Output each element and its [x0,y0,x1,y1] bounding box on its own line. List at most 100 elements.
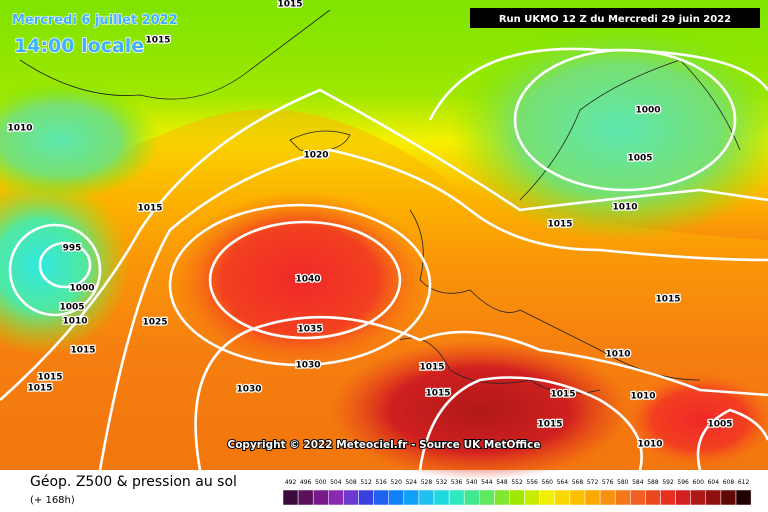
legend-label: 580 [617,479,629,486]
isobar-label: 1010 [612,203,637,213]
legend-label: 560 [542,479,554,486]
legend-label: 508 [345,479,357,486]
legend-swatch [690,489,707,506]
isobar-label: 1005 [59,303,84,313]
legend-swatch [433,489,450,506]
run-info: Run UKMO 12 Z du Mercredi 29 juin 2022 [499,14,731,25]
legend-label: 612 [738,479,750,486]
isobar-label: 995 [63,244,82,254]
legend-swatch [282,489,299,506]
isobar-label: 1015 [537,420,562,430]
isobar-label: 1030 [236,385,261,395]
legend-swatch [735,489,752,506]
legend-swatch [524,489,540,506]
legend-label: 584 [632,479,644,486]
footer-lead: (+ 168h) [30,495,75,506]
isobar-label: 1015 [145,36,170,46]
isobar-label: 1000 [69,284,94,294]
isobar-label: 1015 [37,373,62,383]
isobar-label: 1025 [142,318,167,328]
isobar-label: 1015 [425,389,450,399]
legend-label: 556 [526,479,538,486]
run-box [470,8,760,28]
legend-swatch [479,489,495,506]
isobar-label: 1015 [655,295,680,305]
isobar-label: 1005 [627,154,652,164]
legend-swatch [297,489,314,506]
map: Copyright © 2022 Meteociel.fr - Source U… [0,0,768,480]
isobar-label: 1015 [419,363,444,373]
isobar-label: 1010 [637,440,662,450]
legend-label: 572 [587,479,599,486]
isobar-label: 1015 [70,346,95,356]
isobar-label: 1010 [62,317,87,327]
legend-swatch [675,489,691,506]
legend-label: 588 [647,479,659,486]
legend-label: 600 [693,479,705,486]
isobar-label: 1015 [550,390,575,400]
legend-swatch [614,489,631,506]
legend-swatch [645,489,661,506]
legend-swatch [599,489,616,506]
isobar-label: 1035 [297,325,322,335]
legend-label: 564 [557,479,569,486]
legend-label: 516 [375,479,387,486]
legend-label: 552 [511,479,523,486]
isobar-label: 1005 [707,420,732,430]
isobars [0,47,768,471]
legend-label: 608 [723,479,735,486]
legend-swatch [569,489,586,506]
legend-swatch [358,489,374,506]
legend-label: 576 [602,479,614,486]
legend-swatch [509,489,525,506]
isobar-label: 1040 [295,275,320,285]
isobar-label: 1030 [295,361,320,371]
isobar-label: 1010 [605,350,630,360]
legend-swatch [418,489,435,506]
legend-swatch [343,489,359,506]
forecast-date: Mercredi 6 juillet 2022 [12,13,178,28]
isobar-label: 1015 [547,220,572,230]
legend-swatch [403,489,420,506]
copyright: Copyright © 2022 Meteociel.fr - Source U… [228,439,541,451]
legend-swatch [463,489,480,506]
isobar-label: 1020 [303,151,328,161]
isobar-label: 1015 [27,384,52,394]
legend-label: 596 [677,479,689,486]
legend-swatch [373,489,389,506]
legend-swatch [494,489,510,506]
legend-label: 532 [436,479,448,486]
legend-label: 520 [391,479,403,486]
legend-label: 592 [662,479,674,486]
legend-label: 544 [481,479,493,486]
legend-swatch [554,489,571,506]
footer-title: Géop. Z500 & pression au sol [30,474,237,490]
legend-label: 540 [466,479,478,486]
legend-swatch [448,489,465,506]
legend-swatch [388,489,405,506]
legend-label: 500 [315,479,327,486]
legend-label: 536 [451,479,463,486]
forecast-time: 14:00 locale [14,35,144,57]
legend-label: 512 [360,479,372,486]
legend-swatch [720,489,737,506]
legend-label: 496 [300,479,312,486]
legend-swatch [539,489,556,506]
legend-swatch [660,489,676,506]
legend-swatch [630,489,646,506]
isobar-label: 1015 [277,0,302,10]
legend-swatch [312,489,329,506]
legend-label: 492 [285,479,297,486]
legend-label: 548 [496,479,508,486]
isobar-label: 1010 [630,392,655,402]
legend-swatch [328,489,344,506]
legend-swatch [705,489,722,506]
isobar-label: 1010 [7,124,32,134]
legend-label: 604 [708,479,720,486]
isobar-label: 1000 [635,106,660,116]
legend-label: 504 [330,479,342,486]
isobar-label: 1015 [137,204,162,214]
legend-label: 528 [421,479,433,486]
legend-swatch [584,489,601,506]
